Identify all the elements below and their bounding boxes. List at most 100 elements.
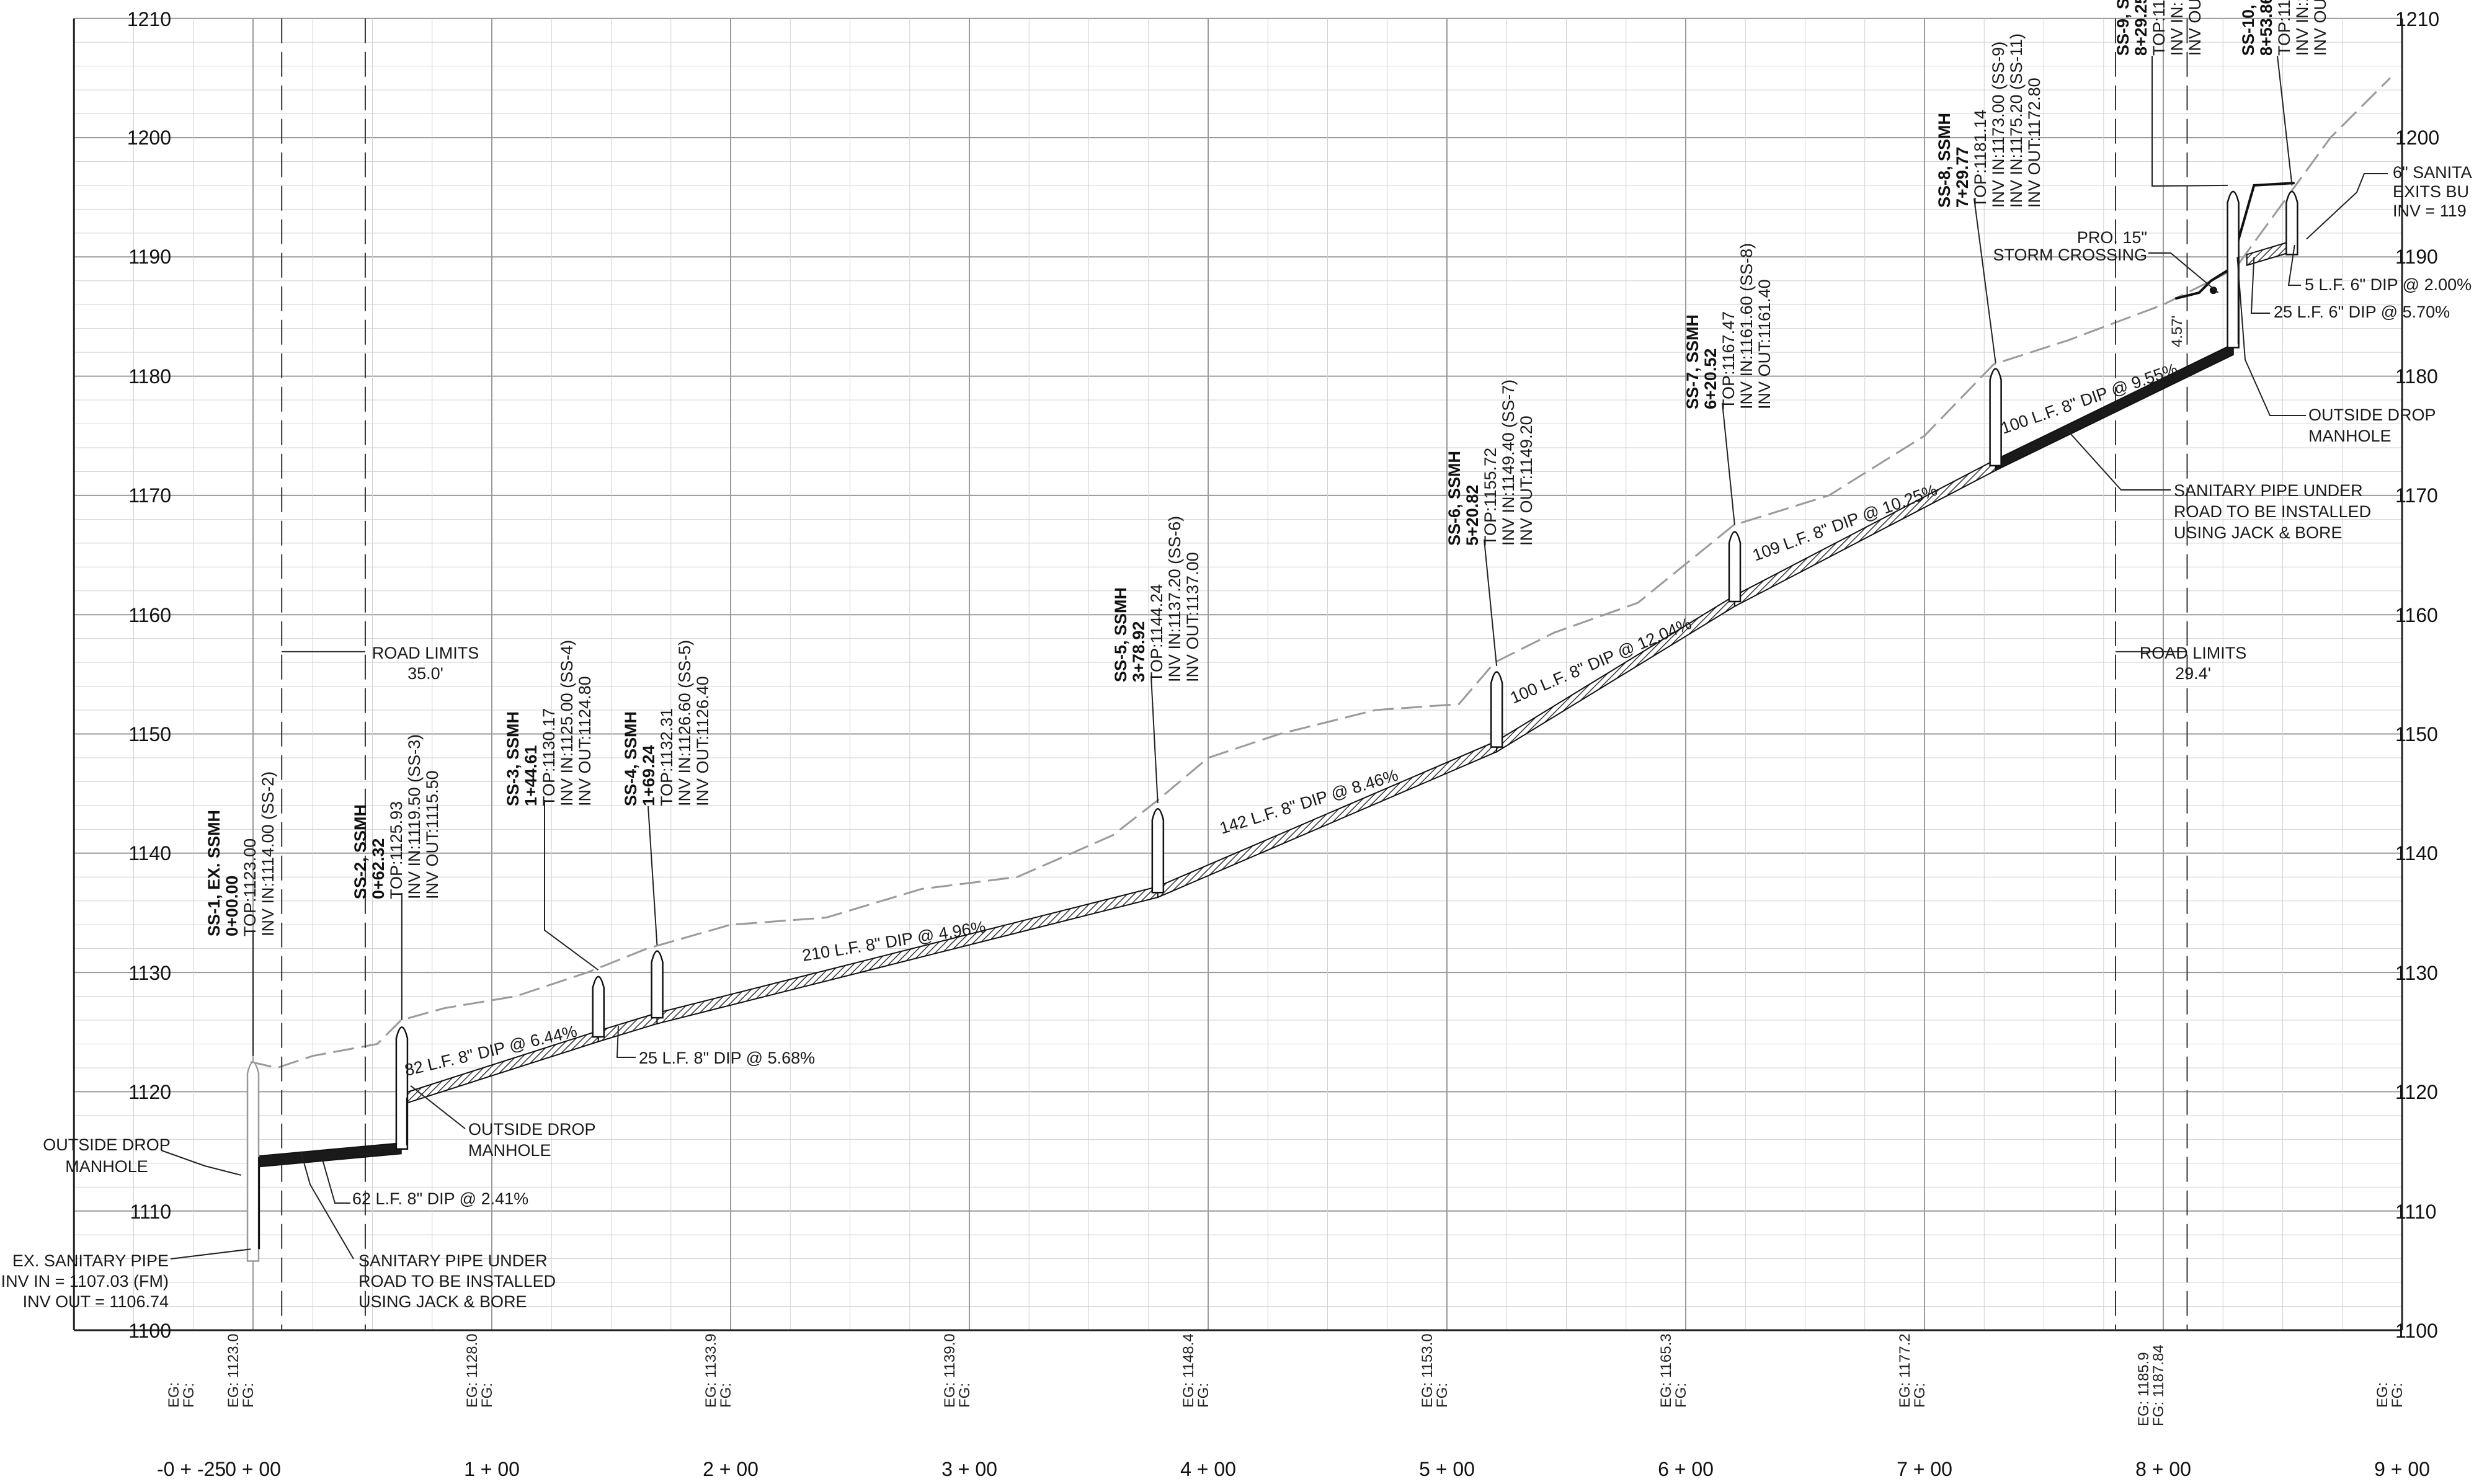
manhole-title: SS-3, SSMH [504,711,522,806]
callout-line: SANITARY PIPE UNDER [2174,481,2363,500]
callout-line: PRO. 15" [2077,228,2147,247]
manhole-line-1: TOP:1125.93 [387,801,406,899]
manhole-station: 8+53.86 [2257,0,2276,56]
manhole-line-2: INV IN:1149.40 (SS-7) [1499,380,1518,546]
jack-bore-callout-right: SANITARY PIPE UNDER ROAD TO BE INSTALLED… [2174,481,2371,542]
fg-value: FG: [956,1383,973,1408]
callout-line: EX. SANITARY PIPE [12,1251,169,1270]
station-label-0: 0 + 00 [225,1458,281,1480]
elev-label-1150: 1150 [128,723,171,745]
elev-label-right-1140: 1140 [2395,842,2438,864]
manhole-title: SS-7, SSMH [1683,314,1702,409]
callout-line: STORM CROSSING [1993,246,2147,264]
road-limits-value: 35.0' [407,664,443,683]
manhole-line-2: INV IN:1137.20 (SS-6) [1165,516,1184,682]
manhole-structure [246,1061,260,1262]
manhole-line-1: TOP:1123.00 [241,838,259,936]
manhole-title: SS-1, EX. SSMH [205,810,223,936]
manhole-label-ss-5: SS-5, SSMH 3+78.92 TOP:1144.24 INV IN:11… [1111,516,1202,682]
station-label-100: 1 + 00 [464,1458,520,1480]
manhole-label-ss-9: SS-9, S 8+29.25 TOP:11 INV IN: INV OU [2114,0,2204,56]
station-label-500: 5 + 00 [1419,1458,1475,1480]
eg-value: EG: [166,1382,182,1408]
manhole-label-ss-4: SS-4, SSMH 1+69.24 TOP:1132.31 INV IN:11… [621,640,712,806]
pipe-segment [1995,343,2234,472]
manhole-title: SS-10, C [2239,0,2258,56]
profile-grid [73,17,2403,1331]
elev-label-1160: 1160 [128,604,171,626]
outside-drop-callout-left: OUTSIDE DROP MANHOLE [43,1135,171,1176]
manhole-line-1: TOP:1132.31 [657,708,676,806]
eg-value: EG: 1185.9 [2135,1352,2152,1426]
manhole-structure [592,975,605,1038]
manhole-structure [1989,368,2002,467]
grade-row-200: EG: 1133.9 FG: [703,1333,734,1408]
pipe-label-25lf-570: 25 L.F. 6" DIP @ 5.70% [2274,303,2450,321]
manhole-station: 1+69.24 [639,745,658,806]
leader-line [2287,244,2301,286]
station-label-400: 4 + 00 [1180,1458,1236,1480]
manhole-label-ss-7: SS-7, SSMH 6+20.52 TOP:1167.47 INV IN:11… [1683,243,1774,409]
callout-line: USING JACK & BORE [358,1292,527,1311]
storm-crossing-callout: PRO. 15" STORM CROSSING 4.57' [1993,228,2186,347]
leader-line [1973,198,1996,363]
station-label-700: 7 + 00 [1897,1458,1952,1480]
manhole-line-2: INV IN:1126.60 (SS-5) [675,640,694,806]
manhole-line-3: INV OUT:1161.40 [1755,279,1774,409]
storm-pipe-section [2209,287,2217,295]
callout-line: ROAD TO BE INSTALLED [358,1272,556,1291]
pipe-label-62lf: 62 L.F. 8" DIP @ 2.41% [352,1189,528,1208]
callout-line: INV OUT = 1106.74 [23,1292,169,1311]
station-label-300: 3 + 00 [941,1458,997,1480]
manhole-line-2: INV IN:1 [2293,0,2312,56]
manhole-title: SS-9, S [2114,0,2132,56]
leader-line [2065,427,2171,491]
station-label-600: 6 + 00 [1658,1458,1714,1480]
elev-label-right-1170: 1170 [2395,484,2438,507]
fg-value: FG: [718,1383,734,1408]
grade-row-700: EG: 1177.2 FG: [1897,1333,1928,1408]
elev-label-1190: 1190 [128,246,171,268]
fg-value: FG: [1195,1383,1212,1408]
leader-line [2151,56,2228,187]
manhole-structure [651,950,664,1019]
manhole-label-ss-8: SS-8, SSMH 7+29.77 TOP:1181.14 INV IN:11… [1935,33,2044,208]
pipe-segment [1733,458,1996,608]
leader-line [2250,257,2270,314]
pipe-label-100lf-1204: 100 L.F. 8" DIP @ 12.04% [1508,614,1694,707]
elev-label-1210: 1210 [127,8,171,30]
fg-value: FG: [1673,1383,1689,1408]
fg-value: FG: [1434,1383,1451,1408]
elev-label-right-1110: 1110 [2395,1201,2436,1223]
leader-line [300,1151,354,1260]
elev-label-1200: 1200 [127,127,171,149]
elev-label-right-1130: 1130 [2395,962,2438,984]
eg-value: EG: [2374,1382,2391,1408]
callout-line: MANHOLE [468,1141,551,1160]
pipe-label-100lf-955: 100 L.F. 8" DIP @ 9.55% [1998,360,2180,438]
elev-label-1170: 1170 [128,484,171,507]
leader-line [2236,257,2306,416]
grade-row-600: EG: 1165.3 FG: [1658,1333,1689,1408]
manhole-title: SS-2, SSMH [351,804,370,899]
grade-row-0: EG: 1123.0 FG: [225,1333,257,1408]
existing-pipe-callout: EX. SANITARY PIPE INV IN = 1107.03 (FM) … [1,1251,169,1311]
leader-line [616,1026,636,1058]
leader-line [2148,252,2219,293]
elev-label-right-1210: 1210 [2395,8,2439,30]
manhole-station: 1+44.61 [522,745,540,806]
leader-line [1722,402,1735,526]
manhole-line-1: TOP:1144.24 [1147,584,1166,682]
callout-line: MANHOLE [65,1157,148,1176]
station-axis: -0 + -25 0 + 00 1 + 00 2 + 00 3 + 00 4 +… [157,1458,2430,1480]
manhole-structure [2227,190,2240,349]
callout-line: MANHOLE [2308,427,2392,445]
eg-value: EG: 1165.3 [1658,1333,1675,1408]
manhole-title: SS-4, SSMH [621,711,640,806]
manhole-line-3: INV IN:1175.20 (SS-11) [2007,33,2026,208]
elev-label-right-1120: 1120 [2395,1081,2438,1103]
sanitary-pipe-run [257,182,2295,1168]
jack-bore-callout-left: SANITARY PIPE UNDER ROAD TO BE INSTALLED… [358,1251,556,1311]
eg-value: EG: 1123.0 [225,1333,242,1408]
